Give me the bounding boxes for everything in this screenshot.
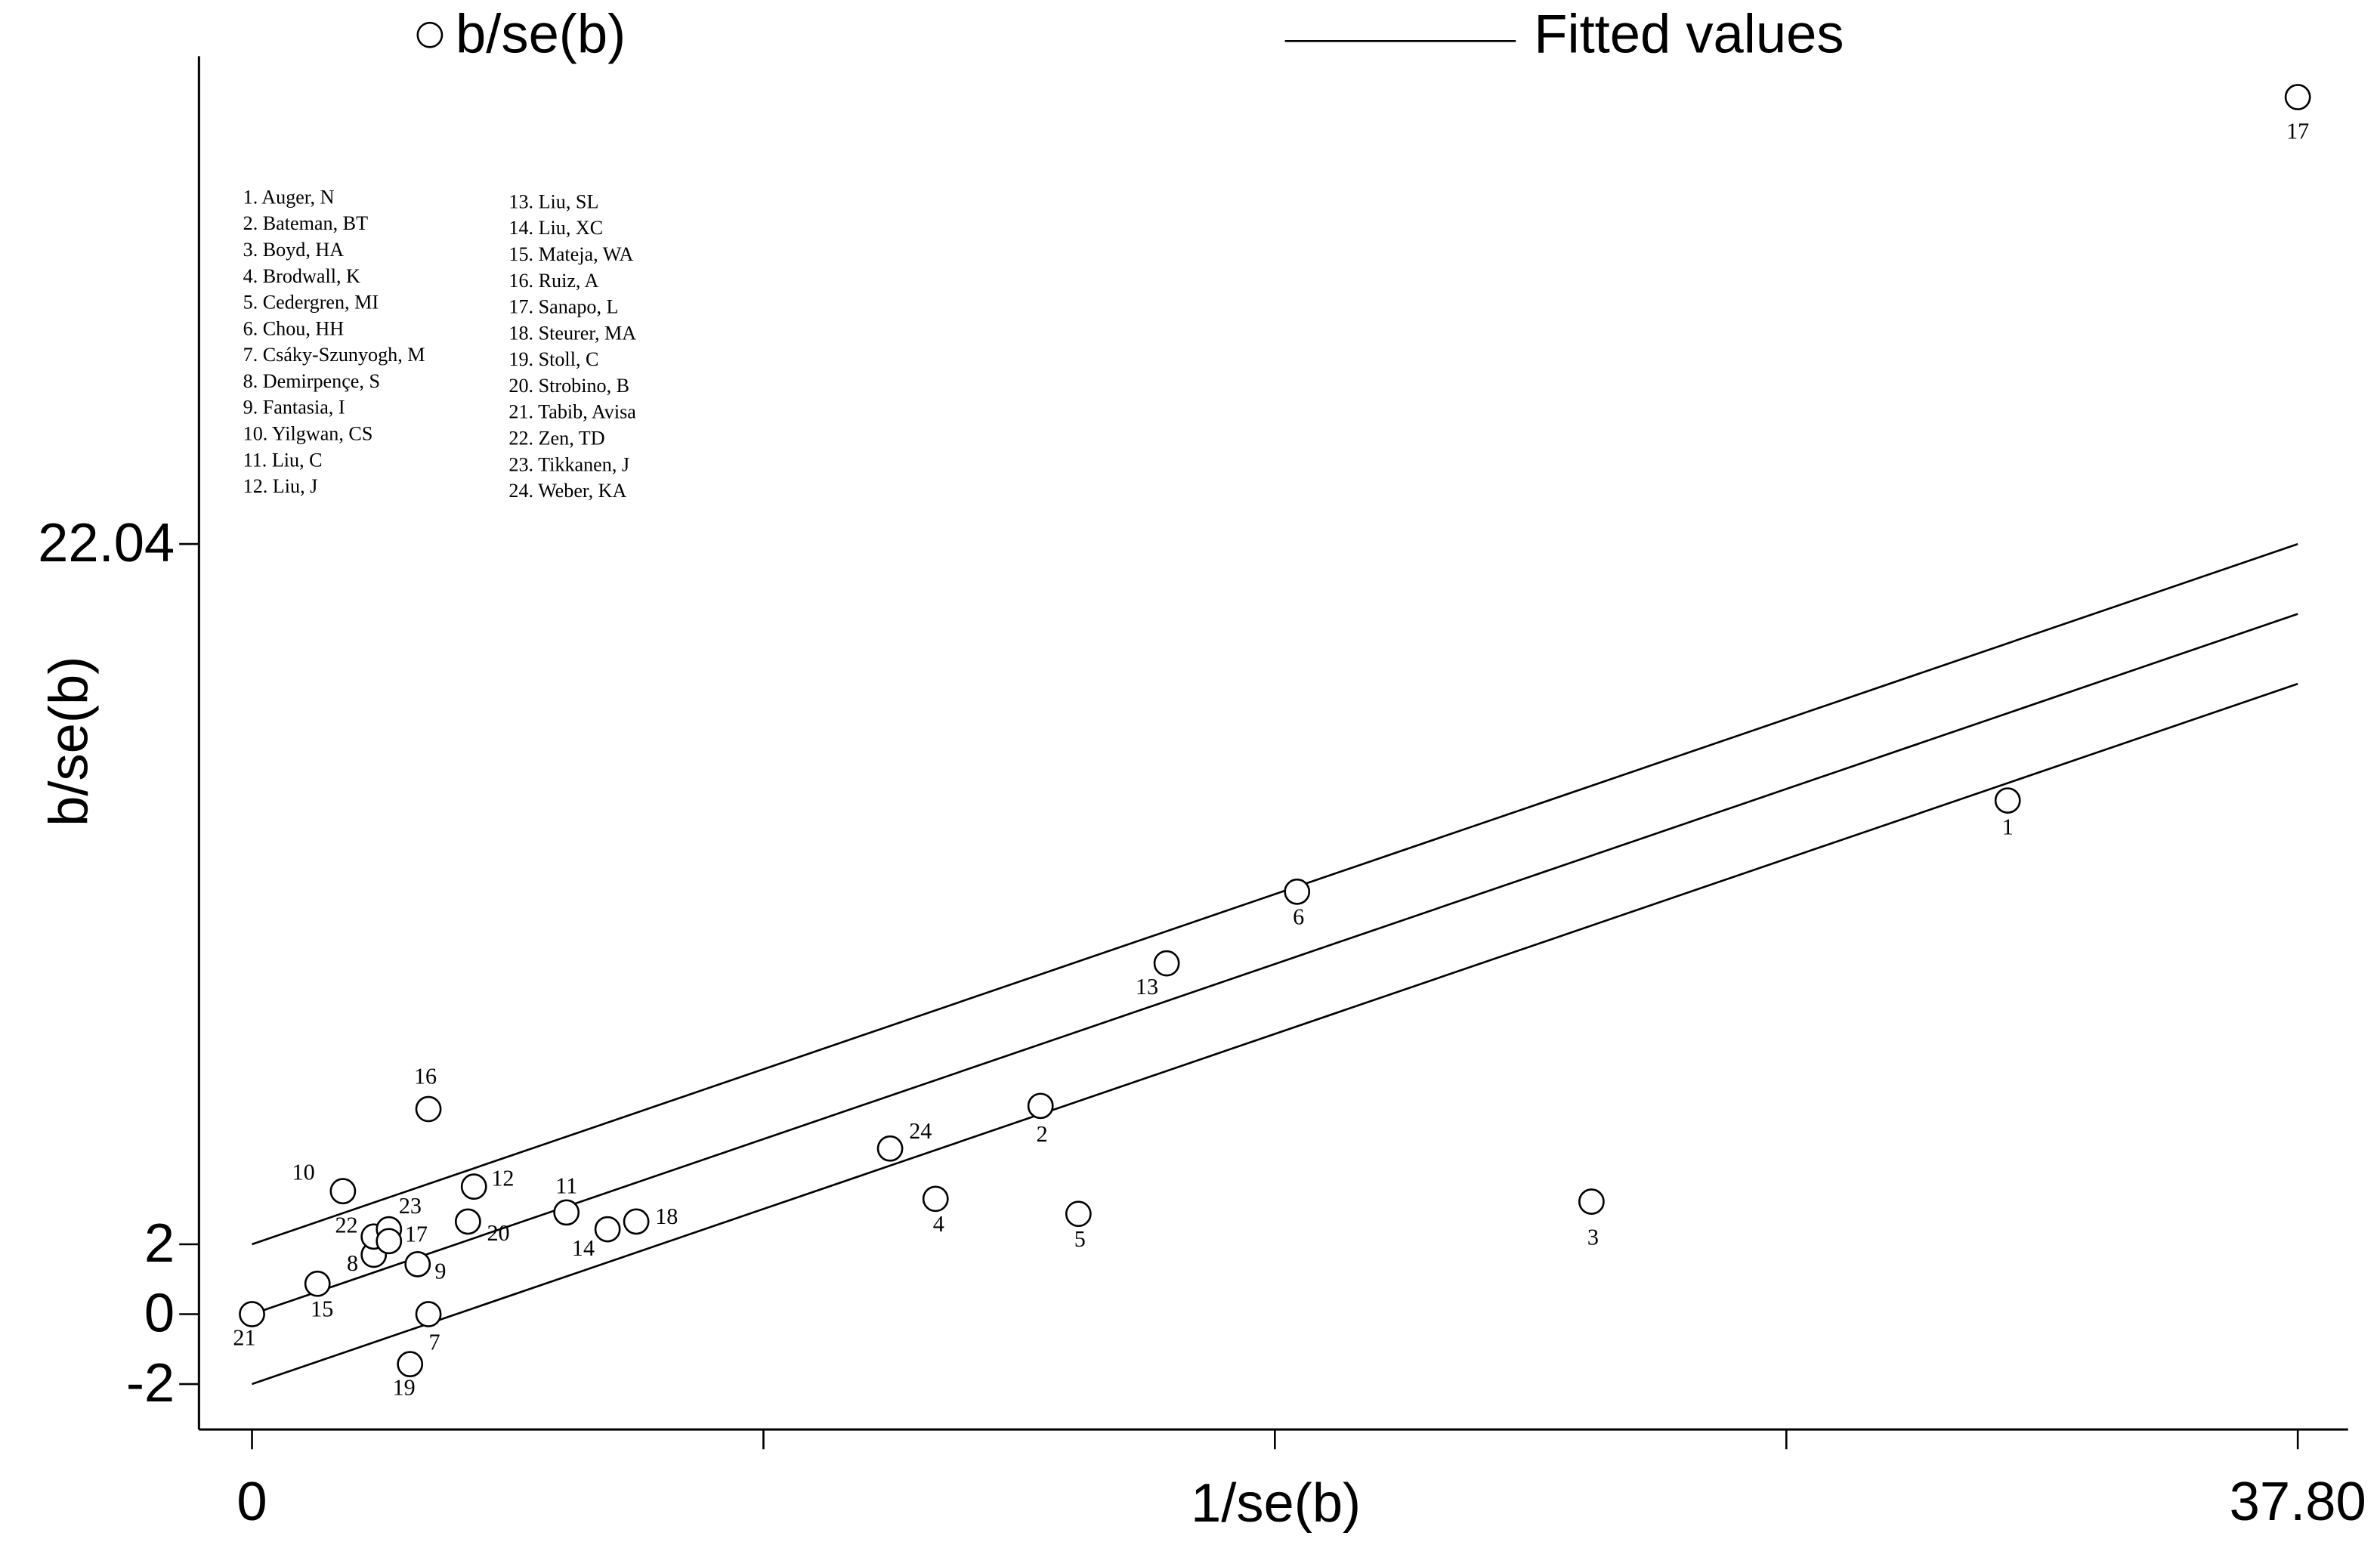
point-label: 11 xyxy=(555,1173,577,1199)
study-key: 4. Brodwall, K xyxy=(243,265,360,287)
data-point xyxy=(922,1185,949,1213)
study-key: 17. Sanapo, L xyxy=(508,296,618,318)
study-key: 15. Mateja, WA xyxy=(508,243,633,265)
study-key: 3. Boyd, HA xyxy=(243,239,345,261)
point-label: 24 xyxy=(909,1118,932,1144)
data-point xyxy=(594,1216,621,1243)
point-label: 7 xyxy=(429,1330,440,1355)
study-key: 10. Yilgwan, CS xyxy=(243,422,373,444)
data-point xyxy=(1994,787,2021,814)
study-key: 5. Cedergren, MI xyxy=(243,292,379,314)
x-tick-label: 0 xyxy=(236,1471,267,1532)
fit-line xyxy=(252,613,2298,1315)
point-label: 17 xyxy=(2286,119,2309,144)
data-point xyxy=(623,1208,650,1235)
point-label: 6 xyxy=(1293,904,1304,929)
point-label: 18 xyxy=(655,1203,678,1229)
study-key: 22. Zen, TD xyxy=(508,428,604,450)
data-point xyxy=(376,1228,403,1255)
legend-label: b/se(b) xyxy=(456,3,626,64)
point-label: 13 xyxy=(1136,974,1158,999)
point-label: 19 xyxy=(393,1375,416,1401)
study-key: 19. Stoll, C xyxy=(508,348,598,370)
point-label: 15 xyxy=(311,1296,333,1321)
data-point xyxy=(415,1095,442,1123)
study-key: 1. Auger, N xyxy=(243,186,335,208)
legend-marker xyxy=(416,21,444,48)
data-point xyxy=(1065,1200,1092,1228)
point-label: 23 xyxy=(399,1193,422,1219)
study-key: 7. Csáky-Szunyogh, M xyxy=(243,344,425,366)
point-label: 8 xyxy=(347,1250,358,1276)
study-key: 23. Tikkanen, J xyxy=(508,453,629,475)
point-label: 17 xyxy=(405,1222,428,1247)
study-key: 21. Tabib, Avisa xyxy=(508,401,636,423)
point-label: 3 xyxy=(1587,1225,1599,1250)
point-label: 12 xyxy=(491,1166,514,1191)
data-point xyxy=(1578,1188,1605,1215)
point-label: 4 xyxy=(933,1211,944,1237)
study-key: 14. Liu, XC xyxy=(508,217,603,239)
point-label: 20 xyxy=(487,1220,509,1246)
data-point xyxy=(304,1270,331,1297)
x-tick-label: 37.80 xyxy=(2230,1471,2366,1532)
data-point xyxy=(1153,950,1180,977)
point-label: 14 xyxy=(572,1235,595,1261)
fit-line xyxy=(252,682,2298,1386)
study-key: 20. Strobino, B xyxy=(508,375,629,397)
point-label: 21 xyxy=(233,1325,255,1351)
y-tick-label: -2 xyxy=(126,1352,175,1414)
point-label: 22 xyxy=(335,1213,357,1238)
y-axis-title: b/se(b) xyxy=(39,657,100,826)
data-point xyxy=(239,1301,265,1327)
y-tick-label: 22.04 xyxy=(38,512,175,573)
study-key: 16. Ruiz, A xyxy=(508,270,598,292)
data-point xyxy=(329,1178,357,1205)
study-key: 24. Weber, KA xyxy=(508,480,626,502)
data-point xyxy=(1284,878,1311,905)
data-point xyxy=(553,1199,580,1226)
data-point xyxy=(415,1301,442,1327)
x-axis-title: 1/se(b) xyxy=(1191,1472,1361,1534)
study-key: 6. Chou, HH xyxy=(243,317,345,339)
study-key: 13. Liu, SL xyxy=(508,190,598,212)
data-point xyxy=(454,1208,481,1235)
y-tick-label: 0 xyxy=(144,1283,175,1344)
point-label: 2 xyxy=(1037,1121,1048,1147)
y-tick-label: 2 xyxy=(144,1213,175,1274)
data-point xyxy=(460,1173,487,1200)
study-key: 11. Liu, C xyxy=(243,449,323,471)
legend-label: Fitted values xyxy=(1534,3,1844,64)
study-key: 12. Liu, J xyxy=(243,475,318,497)
study-key: 2. Bateman, BT xyxy=(243,212,368,234)
data-point xyxy=(397,1351,424,1378)
point-label: 9 xyxy=(434,1258,446,1284)
data-point xyxy=(876,1135,904,1162)
point-label: 10 xyxy=(292,1159,315,1185)
study-key: 8. Demirpençe, S xyxy=(243,370,380,392)
data-point xyxy=(1027,1092,1054,1120)
fit-line xyxy=(252,542,2298,1246)
study-key: 9. Fantasia, I xyxy=(243,397,345,419)
study-key: 18. Steurer, MA xyxy=(508,322,636,344)
point-label: 1 xyxy=(2002,814,2014,840)
data-point xyxy=(404,1250,431,1278)
data-point xyxy=(2284,84,2311,110)
point-label: 16 xyxy=(414,1064,437,1089)
point-label: 5 xyxy=(1074,1226,1086,1252)
